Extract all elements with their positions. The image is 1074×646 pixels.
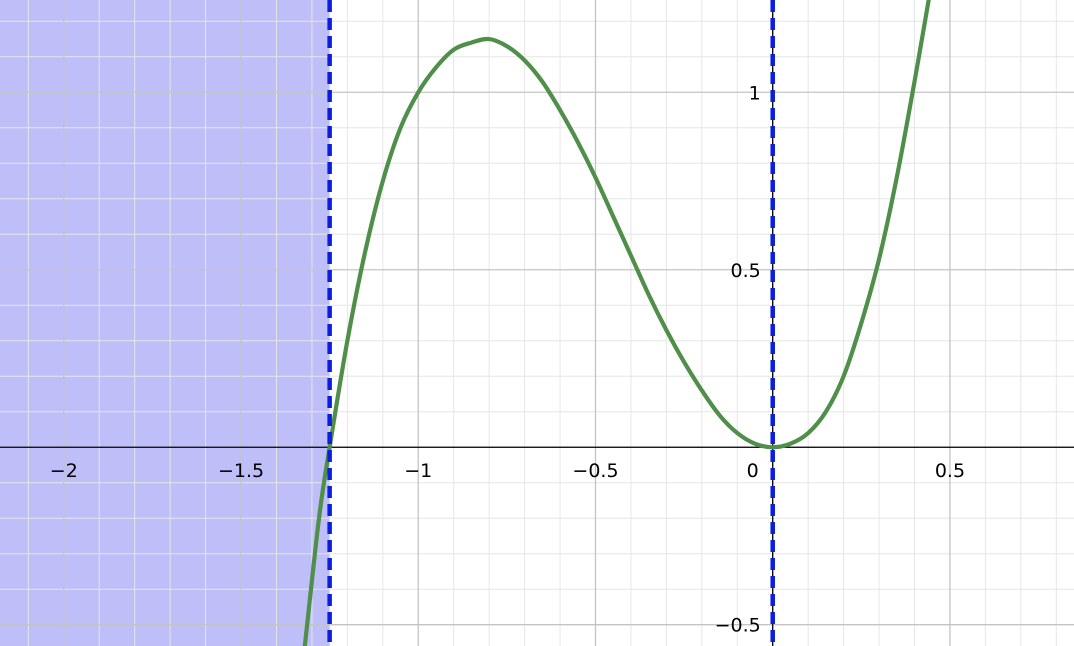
x-tick-label: −2: [50, 460, 78, 482]
x-tick-label: −1.5: [218, 460, 264, 482]
y-tick-label: −0.5: [715, 615, 761, 637]
curve-layer: [302, 0, 931, 646]
x-tick-label: 0: [747, 460, 759, 482]
tick-labels-layer: −2 −1.5 −1 −0.5 0 0.5 1 0.5 −0.5: [50, 82, 965, 636]
function-curve-0: [302, 0, 931, 646]
y-tick-label: 1: [749, 82, 761, 104]
shaded-region-layer: [0, 0, 330, 646]
shaded-region: [0, 0, 330, 646]
x-tick-label: 0.5: [935, 460, 965, 482]
y-tick-label: 0.5: [730, 260, 760, 282]
x-tick-label: −1: [404, 460, 432, 482]
x-tick-label: −0.5: [572, 460, 618, 482]
